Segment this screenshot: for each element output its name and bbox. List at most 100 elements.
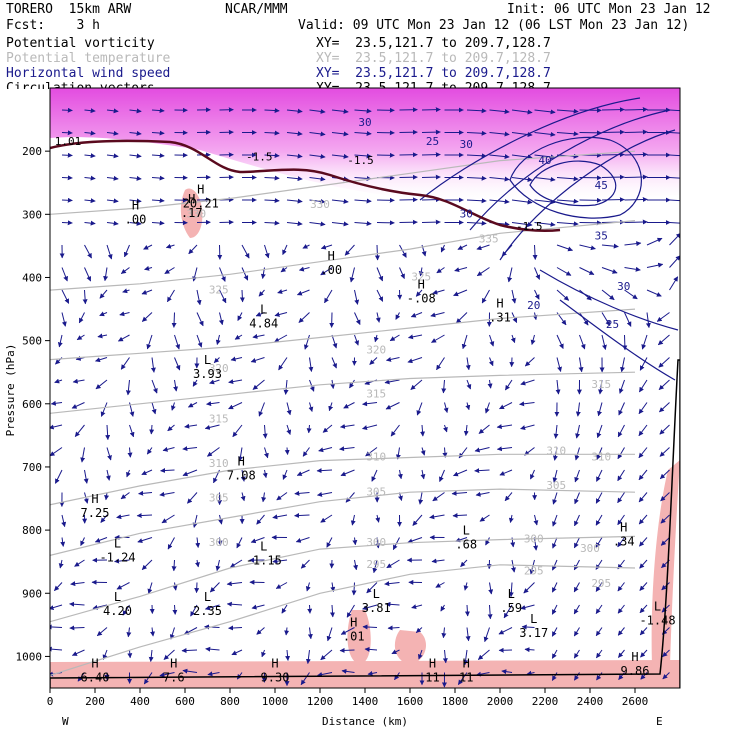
wind-vector <box>372 559 378 574</box>
wind-vector <box>74 424 85 437</box>
wind-vector <box>461 334 468 350</box>
wind-vector <box>669 199 680 202</box>
wind-vector <box>232 424 243 438</box>
wind-vector <box>504 492 513 502</box>
theta-label: 335 <box>479 233 499 246</box>
extremum-type: L <box>260 540 267 554</box>
wind-vector <box>534 176 556 182</box>
wind-vector <box>534 221 556 227</box>
wind-vector <box>417 649 423 660</box>
wind-vector <box>573 582 580 593</box>
extremum-type: H <box>429 656 436 670</box>
theta-label: 305 <box>366 485 386 498</box>
wind-vector <box>264 175 280 181</box>
extremum-type: L <box>204 353 211 367</box>
wind-vector <box>660 537 670 546</box>
wind-vector <box>207 671 220 677</box>
wind-vector <box>436 357 445 371</box>
wind-vector <box>669 177 680 179</box>
wind-vector <box>72 378 85 384</box>
theta-contour-325 <box>50 220 636 291</box>
wind-vector <box>150 627 156 637</box>
wind-vector <box>520 379 535 386</box>
wind-vector <box>646 262 664 268</box>
wind-vector <box>410 312 423 318</box>
wind-vector <box>487 379 493 389</box>
wind-vector <box>519 401 535 407</box>
wind-vector <box>351 582 357 596</box>
wind-vector <box>598 379 604 395</box>
wind-vector <box>596 424 603 439</box>
x-tick-label: 2000 <box>487 695 514 708</box>
shading-blob-3 <box>394 630 426 665</box>
wind-vector <box>421 129 441 135</box>
wind-vector <box>573 537 580 549</box>
wind-vector <box>556 108 579 114</box>
theta-label: 310 <box>366 451 386 464</box>
wind-vector <box>258 402 265 417</box>
wind-vector <box>195 559 200 568</box>
wind-vector <box>624 289 638 300</box>
wind-vector <box>61 267 68 282</box>
extremum-value: 3.93 <box>193 367 222 381</box>
wind-vector <box>532 244 538 260</box>
wind-vector <box>399 244 407 258</box>
wind-vector <box>307 604 313 614</box>
wind-vector <box>411 604 423 610</box>
wind-vector <box>206 401 220 407</box>
wind-vector <box>466 175 487 181</box>
wind-vector <box>251 604 265 610</box>
wind-vector <box>76 334 85 341</box>
wind-vector <box>84 175 96 181</box>
wind-vector <box>362 604 378 611</box>
wind-vector <box>624 174 648 180</box>
wind-vector <box>375 537 381 549</box>
wind-vector <box>530 334 536 345</box>
wind-vector <box>99 289 108 299</box>
wind-vector <box>352 537 358 546</box>
wind-vector <box>421 219 441 225</box>
wind-vector <box>129 130 142 136</box>
wind-vector <box>520 604 535 610</box>
extremum-type: H <box>463 656 470 670</box>
wind-vector <box>556 221 579 227</box>
wind-vector <box>264 108 280 114</box>
wind-vector <box>354 312 361 325</box>
y-tick-label: 500 <box>22 335 42 348</box>
wind-vector <box>50 447 63 457</box>
wind-speed-label: 40 <box>538 154 551 167</box>
wind-vector <box>54 469 63 484</box>
wind-vector <box>264 130 280 136</box>
wind-vector <box>127 447 133 458</box>
wind-vector <box>150 357 156 373</box>
wind-vector <box>256 627 265 635</box>
wind-vector <box>416 402 423 416</box>
wind-vector <box>320 244 333 250</box>
wind-vector <box>278 357 288 371</box>
wind-vector <box>617 424 625 438</box>
wind-vector <box>638 424 648 437</box>
wind-vector <box>354 289 360 305</box>
extremum-type: L <box>508 587 515 601</box>
wind-vector <box>84 108 96 114</box>
wind-vector <box>343 402 355 409</box>
wind-vector <box>484 402 490 414</box>
wind-vector <box>439 469 445 482</box>
wind-vector <box>305 582 311 592</box>
wind-vector <box>252 333 265 339</box>
wind-vector <box>206 447 220 457</box>
wind-speed-label: 30 <box>460 138 473 151</box>
wind-vector <box>511 289 517 304</box>
wind-vector <box>161 514 175 524</box>
wind-vector <box>436 267 445 274</box>
wind-vector <box>309 153 326 159</box>
theta-label: 310 <box>546 444 566 457</box>
wind-vector <box>320 267 333 276</box>
wind-vector <box>192 379 198 387</box>
wind-vector <box>375 514 381 523</box>
wind-vector <box>375 312 381 323</box>
wind-vector <box>415 627 423 633</box>
wind-vector <box>252 379 265 390</box>
extremum-type: H <box>197 183 204 197</box>
extremum-type: L <box>114 536 121 550</box>
